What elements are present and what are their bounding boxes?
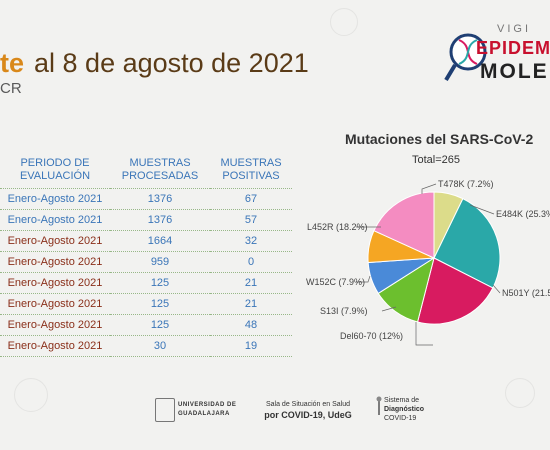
- header-positivas: MUESTRAS POSITIVAS: [210, 152, 292, 189]
- cell-procesadas: 125: [110, 272, 210, 294]
- cell-positivas: 21: [210, 272, 292, 294]
- footer-sistema: Sistema de Diagnóstico COVID-19: [384, 396, 444, 423]
- cell-positivas: 0: [210, 251, 292, 273]
- pie-slice-label: Del60-70 (12%): [340, 331, 403, 341]
- table-row: Enero-Agosto 2021 1664 32: [0, 230, 292, 252]
- cell-periodo: Enero-Agosto 2021: [0, 209, 110, 231]
- pie-leader-line: [356, 275, 371, 283]
- pie-slice: [433, 197, 501, 289]
- pie-leader-line: [415, 322, 433, 346]
- background-virus-shape: [330, 8, 358, 36]
- vigilancia-logo: VIGI EPIDEM MOLE: [440, 18, 550, 90]
- samples-table: PERIODO DE EVALUACIÓN MUESTRAS PROCESADA…: [0, 152, 292, 357]
- pie-leader-line: [469, 204, 495, 215]
- footer-udg: UNIVERSIDAD DE GUADALAJARA: [178, 401, 240, 419]
- cell-periodo: Enero-Agosto 2021: [0, 230, 110, 252]
- table-row: Enero-Agosto 2021 125 21: [0, 293, 292, 315]
- cell-positivas: 67: [210, 188, 292, 210]
- cell-procesadas: 1376: [110, 188, 210, 210]
- sdc-line-1: Sistema de: [384, 397, 420, 404]
- chart-total: Total=265: [412, 154, 461, 166]
- logo-line-2: EPIDEM: [476, 38, 550, 58]
- title-date: al 8 de agosto de 2021: [34, 48, 309, 78]
- table-row: Enero-Agosto 2021 125 21: [0, 272, 292, 294]
- cell-periodo: Enero-Agosto 2021: [0, 293, 110, 315]
- magnifier-icon: [444, 33, 487, 82]
- logo-line-1: VIGI: [497, 23, 532, 35]
- cell-procesadas: 1664: [110, 230, 210, 252]
- table-row: Enero-Agosto 2021 125 48: [0, 314, 292, 336]
- pie-slice: [433, 191, 464, 259]
- udg-line-1: UNIVERSIDAD DE: [178, 402, 237, 408]
- cell-positivas: 21: [210, 293, 292, 315]
- table-row: Enero-Agosto 2021 959 0: [0, 251, 292, 273]
- header-periodo: PERIODO DE EVALUACIÓN: [0, 152, 110, 189]
- title-fragment: te: [0, 48, 25, 78]
- cell-positivas: 32: [210, 230, 292, 252]
- sdc-line-2: Diagnóstico: [384, 406, 425, 413]
- page-subtitle: CR: [0, 80, 22, 97]
- cell-positivas: 48: [210, 314, 292, 336]
- background-virus-shape: [14, 378, 48, 412]
- chart-title: Mutaciones del SARS-CoV-2: [345, 131, 534, 147]
- pie-slice-label: T478K (7.2%): [438, 179, 494, 189]
- sala-line-2: por COVID-19, UdeG: [264, 410, 352, 420]
- pie-leader-line: [492, 284, 501, 294]
- logo-line-3: MOLE: [480, 60, 549, 83]
- cell-periodo: Enero-Agosto 2021: [0, 314, 110, 336]
- pie-slice-label: N501Y (21.5: [502, 288, 550, 298]
- pie-slice: [416, 257, 494, 325]
- udg-crest-icon: [155, 398, 175, 422]
- footer-sala: Sala de Situación en Salud por COVID-19,…: [258, 400, 358, 420]
- cell-positivas: 19: [210, 335, 292, 357]
- cell-periodo: Enero-Agosto 2021: [0, 251, 110, 273]
- pie-slice-label: S13I (7.9%): [320, 306, 368, 316]
- cell-positivas: 57: [210, 209, 292, 231]
- table-row: Enero-Agosto 2021 1376 67: [0, 188, 292, 210]
- table-row: Enero-Agosto 2021 1376 57: [0, 209, 292, 231]
- cell-procesadas: 125: [110, 293, 210, 315]
- cell-periodo: Enero-Agosto 2021: [0, 272, 110, 294]
- pie-slice-label: W152C (7.9%): [306, 277, 365, 287]
- sdc-line-3: COVID-19: [384, 415, 417, 422]
- page-title: te al 8 de agosto de 2021: [0, 48, 309, 79]
- background-virus-shape: [505, 378, 535, 408]
- cell-procesadas: 959: [110, 251, 210, 273]
- table-row: Enero-Agosto 2021 30 19: [0, 335, 292, 357]
- swab-icon: [376, 396, 382, 415]
- cell-procesadas: 30: [110, 335, 210, 357]
- cell-periodo: Enero-Agosto 2021: [0, 188, 110, 210]
- table-header-row: PERIODO DE EVALUACIÓN MUESTRAS PROCESADA…: [0, 152, 292, 189]
- sala-line-1: Sala de Situación en Salud: [265, 401, 351, 408]
- pie-leader-line: [381, 306, 397, 312]
- cell-procesadas: 125: [110, 314, 210, 336]
- pie-slice-label: L452R (18.2%): [307, 222, 368, 232]
- pie-slice-label: E484K (25.3%): [496, 209, 550, 219]
- udg-line-2: GUADALAJARA: [178, 411, 230, 417]
- cell-procesadas: 1376: [110, 209, 210, 231]
- cell-periodo: Enero-Agosto 2021: [0, 335, 110, 357]
- pie-leader-line: [421, 183, 437, 194]
- header-procesadas: MUESTRAS PROCESADAS: [110, 152, 210, 189]
